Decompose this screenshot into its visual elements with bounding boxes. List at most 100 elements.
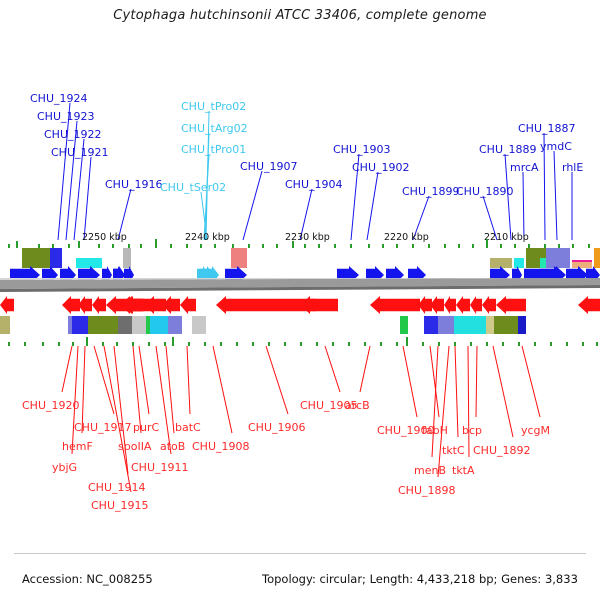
gene-label[interactable]: CHU_tPro01 (181, 143, 247, 156)
gene-label[interactable]: arcB (345, 399, 370, 412)
protein-domain-block[interactable] (88, 316, 120, 334)
protein-domain-block[interactable] (594, 248, 600, 268)
gene-label[interactable]: CHU_1906 (248, 421, 306, 434)
gene-label[interactable]: CHU_tPro02 (181, 100, 247, 113)
gene-label[interactable]: CHU_1905 (300, 399, 358, 412)
gene-label[interactable]: ymdC (540, 140, 572, 153)
protein-domain-block[interactable] (150, 316, 168, 334)
protein-domain-block[interactable] (438, 316, 456, 334)
protein-domain-block[interactable] (118, 316, 132, 334)
gene-label[interactable]: CHU_1920 (22, 399, 80, 412)
reverse-gene-arrow[interactable] (418, 296, 432, 314)
gene-label[interactable]: CHU_1903 (333, 143, 391, 156)
protein-domain-block[interactable] (486, 316, 496, 334)
reverse-gene-arrow[interactable] (482, 296, 496, 314)
protein-domain-block[interactable] (514, 258, 524, 268)
gene-label[interactable]: ycgM (521, 424, 551, 437)
protein-domain-block[interactable] (572, 262, 592, 268)
protein-domain-block[interactable] (50, 248, 62, 268)
protein-domain-block[interactable] (518, 316, 526, 334)
protein-domain-block[interactable] (192, 316, 206, 334)
reverse-gene-arrow[interactable] (370, 296, 420, 314)
protein-domain-block[interactable] (454, 316, 472, 334)
reverse-gene-arrow[interactable] (124, 296, 142, 314)
gene-label[interactable]: CHU_1915 (91, 499, 149, 512)
gene-label[interactable]: hemF (62, 440, 93, 453)
gene-label[interactable]: CHU_1904 (285, 178, 343, 191)
gene-label[interactable]: spoIIA (118, 440, 152, 453)
gene-label[interactable]: CHU_1900 (377, 424, 435, 437)
gene-label[interactable]: CHU_1889 (479, 143, 537, 156)
protein-domain-block[interactable] (400, 316, 408, 334)
gene-label[interactable]: atoB (160, 440, 186, 453)
protein-domain-block[interactable] (490, 258, 512, 268)
reverse-gene-arrow[interactable] (470, 296, 482, 314)
protein-domain-block[interactable] (76, 258, 102, 268)
gene-label[interactable]: CHU_1921 (51, 146, 109, 159)
leader-line (81, 345, 86, 434)
reverse-gene-arrow[interactable] (78, 296, 92, 314)
reverse-gene-arrow[interactable] (456, 296, 470, 314)
reverse-gene-arrow[interactable] (62, 296, 80, 314)
protein-domain-block[interactable] (22, 248, 50, 268)
genome-feature-tick (155, 239, 157, 248)
protein-domain-block[interactable] (123, 248, 131, 268)
gene-label[interactable]: rhlE (562, 161, 584, 174)
gene-label[interactable]: bcp (462, 424, 483, 437)
gene-label[interactable]: menB (414, 464, 447, 477)
gene-label[interactable]: CHU_1898 (398, 484, 456, 497)
gene-label[interactable]: CHU_1902 (352, 161, 410, 174)
reverse-gene-arrow[interactable] (216, 296, 316, 314)
gene-label[interactable]: CHU_1924 (30, 92, 88, 105)
reverse-gene-arrow[interactable] (300, 296, 338, 314)
gene-label[interactable]: CHU_1916 (105, 178, 163, 191)
gene-label[interactable]: CHU_1887 (518, 122, 576, 135)
genome-feature-tick (486, 342, 488, 346)
protein-domain-block[interactable] (168, 316, 182, 334)
gene-label[interactable]: CHU_tSer02 (160, 181, 227, 194)
gene-label[interactable]: CHU_1892 (473, 444, 531, 457)
reverse-gene-arrow[interactable] (496, 296, 526, 314)
gene-label[interactable]: purC (133, 421, 160, 434)
gene-label[interactable]: batC (175, 421, 201, 434)
protein-domain-block[interactable] (424, 316, 440, 334)
reverse-gene-arrow[interactable] (92, 296, 106, 314)
reverse-gene-arrow[interactable] (430, 296, 444, 314)
gene-label[interactable]: tktA (452, 464, 475, 477)
gene-label[interactable]: CHU_1908 (192, 440, 250, 453)
genome-feature-tick (514, 244, 516, 248)
protein-domain-block[interactable] (72, 316, 88, 334)
page-title: Cytophaga hutchinsonii ATCC 33406, compl… (113, 8, 487, 23)
gene-label[interactable]: ybjG (52, 461, 78, 474)
gene-label[interactable]: CHU_1899 (402, 185, 460, 198)
gene-label[interactable]: CHU_1922 (44, 128, 102, 141)
genome-feature-tick (316, 342, 318, 346)
protein-domain-block[interactable] (0, 316, 10, 334)
genome-feature-tick (200, 244, 202, 248)
gene-label[interactable]: CHU_1890 (456, 185, 514, 198)
protein-domain-block[interactable] (494, 316, 522, 334)
gene-label[interactable]: CHU_tArg02 (181, 122, 248, 135)
protein-domain-block[interactable] (132, 316, 146, 334)
reverse-gene-arrow[interactable] (180, 296, 196, 314)
gene-label[interactable]: CHU_1923 (37, 110, 95, 123)
reverse-gene-arrow[interactable] (0, 296, 14, 314)
protein-domain-block[interactable] (546, 248, 570, 268)
gene-label[interactable]: fabH (422, 424, 448, 437)
leader-line (429, 345, 440, 418)
reverse-gene-arrow[interactable] (144, 296, 166, 314)
protein-domain-block[interactable] (146, 316, 152, 334)
gene-label[interactable]: mrcA (510, 161, 539, 174)
gene-label[interactable]: CHU_1911 (131, 461, 189, 474)
gene-label[interactable]: tktC (442, 444, 465, 457)
gene-label[interactable]: CHU_1917 (74, 421, 132, 434)
genome-feature-tick (128, 244, 130, 248)
gene-label[interactable]: CHU_1907 (240, 160, 298, 173)
reverse-gene-arrow[interactable] (162, 296, 180, 314)
protein-domain-block[interactable] (470, 316, 486, 334)
gene-label[interactable]: CHU_1914 (88, 481, 146, 494)
protein-domain-block[interactable] (231, 248, 247, 268)
genome-feature-tick (148, 342, 150, 346)
reverse-gene-arrow[interactable] (444, 296, 456, 314)
reverse-gene-arrow[interactable] (578, 296, 600, 314)
